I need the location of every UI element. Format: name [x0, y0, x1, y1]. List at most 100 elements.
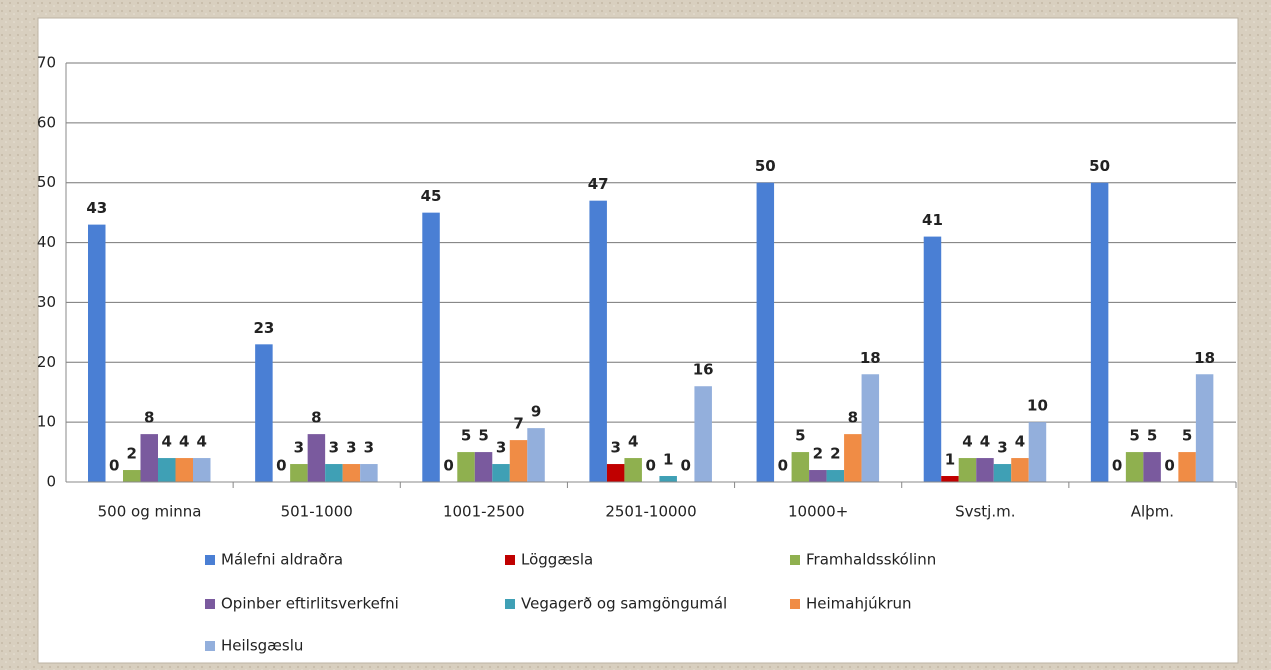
value-label: 0	[443, 457, 453, 475]
bar	[290, 464, 308, 482]
y-tick-label: 40	[37, 233, 56, 251]
legend-label: Heilsgæslu	[221, 637, 303, 655]
bar	[941, 476, 959, 482]
value-label: 8	[848, 409, 858, 427]
bar	[422, 212, 440, 482]
bar	[457, 452, 475, 482]
bar	[193, 458, 211, 482]
value-label: 3	[346, 439, 356, 457]
value-label: 9	[531, 403, 541, 421]
value-label: 3	[294, 439, 304, 457]
value-label: 18	[1194, 349, 1215, 367]
value-label: 7	[513, 415, 523, 433]
bar	[606, 464, 625, 482]
bar	[325, 464, 343, 482]
y-tick-label: 60	[37, 113, 56, 131]
value-label: 5	[478, 427, 488, 445]
value-label: 3	[496, 439, 506, 457]
legend-label: Vegagerð og samgöngumál	[521, 595, 727, 613]
value-label: 50	[1089, 157, 1110, 175]
y-tick-label: 30	[37, 293, 56, 311]
value-label: 0	[109, 457, 119, 475]
bar	[307, 434, 326, 482]
value-label: 0	[778, 457, 788, 475]
value-label: 4	[980, 433, 990, 451]
x-tick-label: Alþm.	[1131, 503, 1174, 521]
bar	[509, 440, 528, 482]
value-label: 4	[1015, 433, 1025, 451]
y-tick-label: 50	[37, 173, 56, 191]
value-label: 8	[311, 409, 321, 427]
bar	[175, 458, 193, 482]
bar	[756, 182, 775, 482]
bar	[694, 386, 712, 482]
legend-swatch	[505, 555, 515, 565]
y-tick-label: 0	[46, 473, 56, 491]
bar	[659, 476, 677, 482]
legend-swatch	[790, 555, 800, 565]
value-label: 16	[693, 361, 714, 379]
value-label: 4	[962, 433, 972, 451]
legend-swatch	[205, 599, 215, 609]
value-label: 0	[1112, 457, 1122, 475]
y-tick-label: 10	[37, 413, 56, 431]
x-tick-label: 500 og minna	[98, 503, 202, 521]
bar	[844, 434, 862, 482]
value-label: 2	[127, 445, 137, 463]
bar	[527, 428, 545, 482]
bar	[1011, 458, 1029, 482]
value-label: 43	[86, 199, 107, 217]
value-label: 4	[197, 433, 207, 451]
bar	[1195, 374, 1214, 482]
x-tick-label: 1001-2500	[443, 503, 525, 521]
bar	[158, 458, 176, 482]
x-tick-label: 2501-10000	[605, 503, 696, 521]
value-label: 0	[1164, 457, 1174, 475]
x-tick-label: 501-1000	[281, 503, 353, 521]
value-label: 0	[680, 457, 690, 475]
bar	[1143, 452, 1161, 482]
value-label: 23	[253, 319, 274, 337]
bar	[624, 458, 642, 482]
x-tick-label: 10000+	[788, 503, 848, 521]
bar	[993, 464, 1012, 482]
bar	[976, 458, 994, 482]
value-label: 10	[1027, 397, 1048, 415]
legend-label: Málefni aldraðra	[221, 551, 343, 569]
bar	[255, 344, 273, 482]
bar	[1125, 452, 1144, 482]
value-label: 47	[588, 175, 609, 193]
value-label: 50	[755, 157, 776, 175]
value-label: 2	[830, 445, 840, 463]
value-label: 3	[364, 439, 374, 457]
bar	[791, 452, 810, 482]
value-label: 18	[860, 349, 881, 367]
legend-label: Framhaldsskólinn	[806, 551, 936, 569]
bar	[1090, 182, 1109, 482]
bar	[809, 470, 827, 482]
value-label: 3	[610, 439, 620, 457]
value-label: 3	[329, 439, 339, 457]
bar	[958, 458, 977, 482]
value-label: 1	[663, 451, 673, 469]
value-label: 2	[813, 445, 823, 463]
bar	[360, 464, 378, 482]
bar	[474, 452, 493, 482]
bar	[88, 224, 106, 482]
bar	[123, 470, 141, 482]
bar	[1028, 422, 1047, 482]
value-label: 5	[1147, 427, 1157, 445]
bar	[1178, 452, 1196, 482]
value-label: 5	[795, 427, 805, 445]
value-label: 4	[162, 433, 172, 451]
bar	[923, 236, 942, 482]
legend-label: Opinber eftirlitsverkefni	[221, 595, 399, 613]
value-label: 0	[276, 457, 286, 475]
value-label: 1	[945, 451, 955, 469]
bar	[826, 470, 845, 482]
legend-swatch	[205, 555, 215, 565]
value-label: 41	[922, 211, 943, 229]
value-label: 45	[421, 187, 442, 205]
legend-swatch	[790, 599, 800, 609]
